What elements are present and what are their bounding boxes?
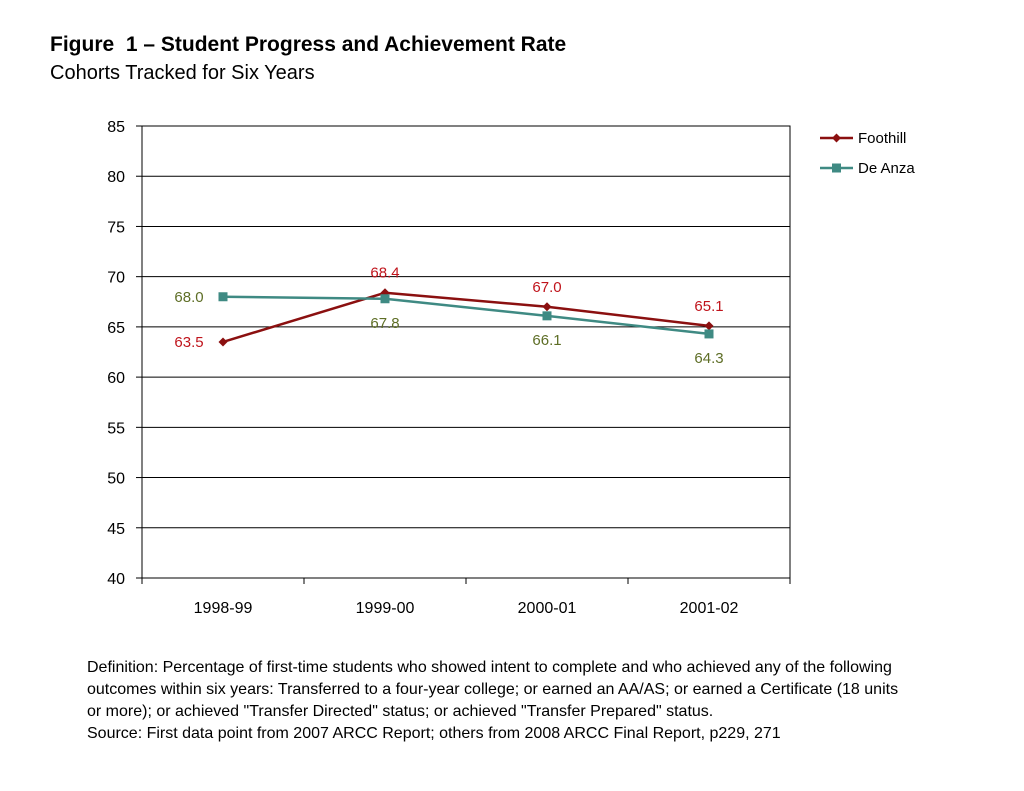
y-tick-label: 55 (107, 420, 125, 437)
plot-area-frame (141, 125, 791, 579)
data-label-foothill: 67.0 (532, 279, 561, 296)
y-tick-label: 75 (107, 219, 125, 236)
legend-marker-foothill (832, 133, 841, 143)
y-tick-label: 45 (107, 521, 125, 538)
figure-subtitle: Cohorts Tracked for Six Years (50, 62, 315, 84)
data-point-de-anza (380, 294, 390, 304)
x-tick-label: 1999-00 (356, 600, 415, 617)
data-label-de-anza: 66.1 (532, 332, 561, 349)
data-label-foothill: 65.1 (694, 298, 723, 315)
figure-title: Figure 1 – Student Progress and Achievem… (50, 33, 567, 56)
y-tick-label: 70 (107, 270, 125, 287)
data-label-foothill: 63.5 (174, 334, 203, 351)
legend-label-de-anza: De Anza (858, 160, 915, 177)
data-point-de-anza (704, 329, 714, 339)
y-tick-label: 80 (107, 169, 125, 186)
y-tick-label: 60 (107, 370, 125, 387)
data-point-foothill (704, 321, 714, 331)
definition-text: Definition: Percentage of first-time stu… (87, 659, 899, 720)
series-line-de-anza (222, 295, 710, 336)
legend-label-foothill: Foothill (858, 130, 906, 147)
data-point-foothill (218, 337, 228, 347)
data-label-de-anza: 67.8 (370, 315, 399, 332)
y-tick-label: 50 (107, 471, 125, 488)
data-point-foothill (542, 302, 552, 312)
data-point-de-anza (542, 311, 552, 321)
source-text: Source: First data point from 2007 ARCC … (87, 725, 781, 742)
footnote: Definition: Percentage of first-time stu… (87, 657, 907, 745)
y-tick-label: 85 (107, 119, 125, 136)
data-label-foothill: 68.4 (370, 265, 399, 282)
x-tick-label: 1998-99 (194, 600, 253, 617)
data-label-de-anza: 68.0 (174, 289, 203, 306)
y-tick-label: 40 (107, 571, 125, 588)
x-tick-label: 2001-02 (680, 600, 739, 617)
x-tick-label: 2000-01 (518, 600, 577, 617)
y-tick-label: 65 (107, 320, 125, 337)
series-line-foothill (222, 291, 710, 344)
data-point-de-anza (218, 292, 228, 302)
data-label-de-anza: 64.3 (694, 350, 723, 367)
legend-marker-de-anza (832, 163, 841, 173)
